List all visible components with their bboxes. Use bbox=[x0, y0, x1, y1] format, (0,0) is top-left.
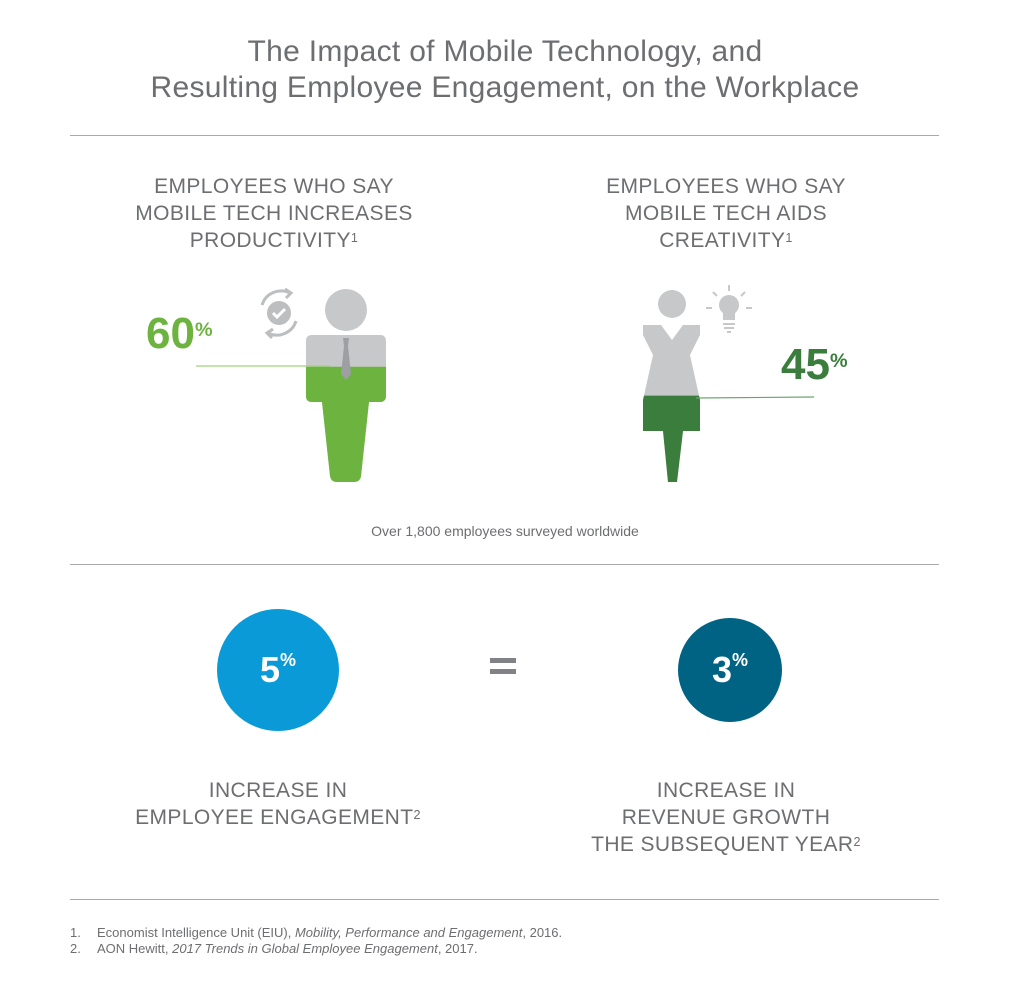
heading-line: MOBILE TECH AIDS bbox=[624, 202, 828, 225]
divider bbox=[70, 135, 939, 136]
footnote-ref: 2 bbox=[853, 835, 861, 849]
footnote-ref: 2 bbox=[413, 808, 421, 822]
divider bbox=[70, 899, 939, 900]
title-line-2: Resulting Employee Engagement, on the Wo… bbox=[150, 71, 860, 104]
productivity-percent: 60% bbox=[146, 312, 213, 356]
refresh-check-icon bbox=[260, 287, 298, 340]
revenue-label: INCREASE IN REVENUE GROWTH THE SUBSEQUEN… bbox=[536, 777, 916, 858]
engagement-label: INCREASE IN EMPLOYEE ENGAGEMENT2 bbox=[88, 777, 468, 831]
footnote-number: 2. bbox=[70, 941, 81, 956]
label-line: REVENUE GROWTH bbox=[621, 806, 831, 829]
engagement-value: 5 bbox=[259, 649, 280, 690]
productivity-heading: EMPLOYEES WHO SAY MOBILE TECH INCREASES … bbox=[84, 173, 464, 254]
heading-line: CREATIVITY bbox=[659, 229, 786, 252]
footnote-ref: 1 bbox=[785, 231, 793, 245]
lightbulb-icon bbox=[706, 285, 752, 333]
tie-icon bbox=[341, 338, 351, 380]
creativity-heading: EMPLOYEES WHO SAY MOBILE TECH AIDS CREAT… bbox=[536, 173, 916, 254]
footnote-text: Economist Intelligence Unit (EIU), bbox=[97, 925, 295, 940]
footnote-1: 1. Economist Intelligence Unit (EIU), Mob… bbox=[70, 925, 562, 941]
footnote-title: 2017 Trends in Global Employee Engagemen… bbox=[172, 941, 438, 956]
footnote-text: AON Hewitt, bbox=[97, 941, 173, 956]
creativity-percent: 45% bbox=[781, 343, 848, 387]
percent-unit: % bbox=[829, 350, 848, 372]
woman-figure bbox=[643, 290, 700, 482]
percent-value: 60 bbox=[146, 309, 195, 358]
engagement-unit: % bbox=[280, 649, 297, 670]
heading-line: PRODUCTIVITY bbox=[189, 229, 351, 252]
footnote-ref: 1 bbox=[350, 231, 359, 245]
survey-note: Over 1,800 employees surveyed worldwide bbox=[371, 523, 639, 539]
label-line: THE SUBSEQUENT YEAR bbox=[591, 833, 854, 856]
label-line: EMPLOYEE ENGAGEMENT bbox=[135, 806, 414, 829]
footnote-title: Mobility, Performance and Engagement bbox=[294, 925, 523, 940]
heading-line: EMPLOYEES WHO SAY bbox=[606, 175, 846, 198]
label-line: INCREASE IN bbox=[208, 779, 348, 802]
title-line-1: The Impact of Mobile Technology, and bbox=[247, 35, 763, 68]
percent-value: 45 bbox=[781, 340, 830, 389]
engagement-circle: 5% bbox=[217, 609, 339, 731]
divider bbox=[70, 564, 939, 565]
revenue-value: 3 bbox=[711, 649, 732, 690]
footnote-text: , 2017. bbox=[437, 941, 478, 956]
heading-line: MOBILE TECH INCREASES bbox=[135, 202, 413, 225]
creativity-leader-line bbox=[695, 396, 815, 399]
equals-sign bbox=[490, 658, 516, 680]
footnote-text: , 2016. bbox=[522, 925, 563, 940]
label-line: INCREASE IN bbox=[656, 779, 796, 802]
footnote-number: 1. bbox=[70, 925, 81, 940]
page-title: The Impact of Mobile Technology, and Res… bbox=[0, 34, 1010, 106]
footnote-2: 2. AON Hewitt, 2017 Trends in Global Empl… bbox=[70, 941, 478, 957]
figures bbox=[196, 285, 815, 482]
heading-line: EMPLOYEES WHO SAY bbox=[154, 175, 394, 198]
revenue-circle: 3% bbox=[678, 618, 782, 722]
revenue-unit: % bbox=[732, 649, 749, 670]
percent-unit: % bbox=[194, 319, 213, 341]
man-figure bbox=[306, 289, 386, 482]
